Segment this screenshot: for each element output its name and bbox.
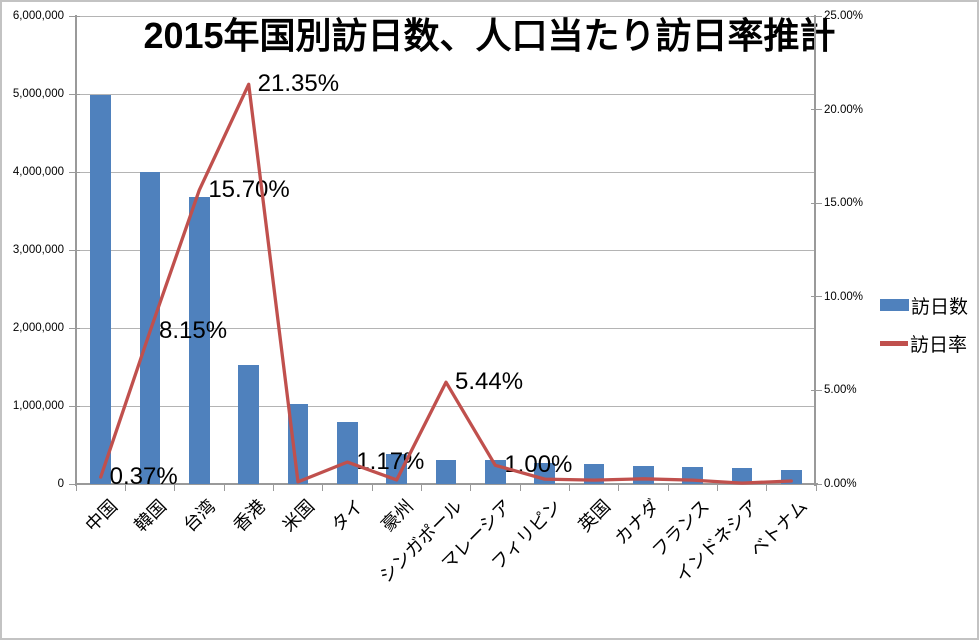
gridline bbox=[76, 15, 816, 17]
x-axis-tick-mark bbox=[420, 484, 422, 491]
right-axis-tick-mark bbox=[811, 389, 822, 391]
left-axis-tick-label: 1,000,000 bbox=[12, 400, 64, 412]
gridline bbox=[76, 405, 816, 407]
x-axis-tick-mark bbox=[519, 484, 521, 491]
left-axis-tick-mark bbox=[69, 249, 80, 251]
left-axis-tick-label: 0 bbox=[57, 478, 64, 490]
rate-point-label: 21.35% bbox=[257, 70, 340, 98]
left-axis-tick-label: 4,000,000 bbox=[12, 166, 64, 178]
visitors-bar bbox=[682, 467, 703, 484]
visitors-bar bbox=[139, 172, 161, 484]
rate-point-label: 1.17% bbox=[356, 448, 425, 476]
chart-title: 2015年国別訪日数、人口当たり訪日率推計 bbox=[143, 15, 836, 56]
left-axis-tick-mark bbox=[69, 93, 80, 95]
x-axis-tick-mark bbox=[322, 484, 324, 491]
left-axis-tick-label: 5,000,000 bbox=[12, 88, 64, 100]
left-axis-tick-mark bbox=[69, 171, 80, 173]
rate-point-label: 8.15% bbox=[159, 317, 228, 345]
right-axis-tick-mark bbox=[811, 109, 822, 111]
left-axis-tick-label: 3,000,000 bbox=[12, 244, 64, 256]
visitors-bar bbox=[731, 468, 753, 484]
x-axis-tick-mark bbox=[470, 484, 472, 491]
left-axis-tick-mark bbox=[69, 15, 80, 17]
legend-bar-swatch bbox=[880, 299, 909, 311]
x-axis-tick-mark bbox=[568, 484, 570, 491]
x-axis-tick-mark bbox=[815, 484, 817, 491]
y-axis-left bbox=[75, 15, 77, 486]
visitors-bar bbox=[633, 466, 654, 484]
right-axis-tick-label: 5.00% bbox=[824, 384, 857, 397]
x-axis-tick-mark bbox=[174, 484, 176, 491]
right-axis-tick-label: 15.00% bbox=[824, 197, 864, 210]
visitors-bar bbox=[90, 94, 111, 484]
rate-point-label: 1.00% bbox=[504, 451, 573, 479]
x-axis-tick-mark bbox=[272, 484, 274, 491]
legend: 訪日数 訪日率 bbox=[880, 290, 968, 366]
right-axis-tick-mark bbox=[811, 296, 822, 298]
x-axis-tick-mark bbox=[766, 484, 768, 491]
legend-label-visitors: 訪日数 bbox=[911, 296, 969, 318]
visitors-bar bbox=[337, 421, 358, 484]
left-axis-tick-label: 6,000,000 bbox=[12, 10, 64, 22]
legend-label-rate: 訪日率 bbox=[910, 334, 968, 356]
rate-point-label: 0.37% bbox=[109, 463, 178, 491]
right-axis-tick-label: 10.00% bbox=[824, 290, 864, 303]
left-axis-tick-mark bbox=[69, 483, 80, 485]
rate-point-label: 15.70% bbox=[208, 176, 290, 204]
visitors-bar bbox=[287, 403, 309, 484]
rate-point-label: 5.44% bbox=[455, 368, 524, 396]
x-axis-tick-mark bbox=[371, 484, 373, 491]
right-axis-tick-label: 20.00% bbox=[824, 103, 864, 116]
left-axis-tick-mark bbox=[69, 327, 80, 329]
right-axis-tick-mark bbox=[811, 202, 822, 204]
x-axis-tick-mark bbox=[223, 484, 225, 491]
gridline bbox=[76, 93, 816, 95]
right-axis-tick-label: 25.00% bbox=[824, 10, 864, 22]
gridline bbox=[76, 171, 816, 173]
x-axis-tick-mark bbox=[75, 484, 77, 491]
x-axis-tick-mark bbox=[716, 484, 718, 491]
legend-item-rate: 訪日率 bbox=[880, 328, 968, 358]
y-axis-right bbox=[814, 15, 816, 486]
legend-line-swatch bbox=[880, 340, 908, 346]
visitors-bar bbox=[583, 463, 605, 484]
x-axis-tick-mark bbox=[124, 484, 126, 491]
gridline bbox=[76, 249, 816, 251]
right-axis-tick-label: 0.00% bbox=[824, 478, 857, 490]
x-axis-tick-mark bbox=[667, 484, 669, 491]
right-axis-tick-mark bbox=[811, 15, 822, 17]
visitors-bar bbox=[238, 365, 259, 484]
visitors-bar bbox=[435, 459, 457, 484]
left-axis-tick-mark bbox=[69, 405, 80, 407]
left-axis-tick-label: 2,000,000 bbox=[12, 322, 64, 334]
x-axis-tick-mark bbox=[618, 484, 620, 491]
visitors-bar bbox=[781, 469, 802, 484]
legend-item-visitors: 訪日数 bbox=[880, 290, 968, 320]
visitors-bar bbox=[485, 460, 506, 484]
